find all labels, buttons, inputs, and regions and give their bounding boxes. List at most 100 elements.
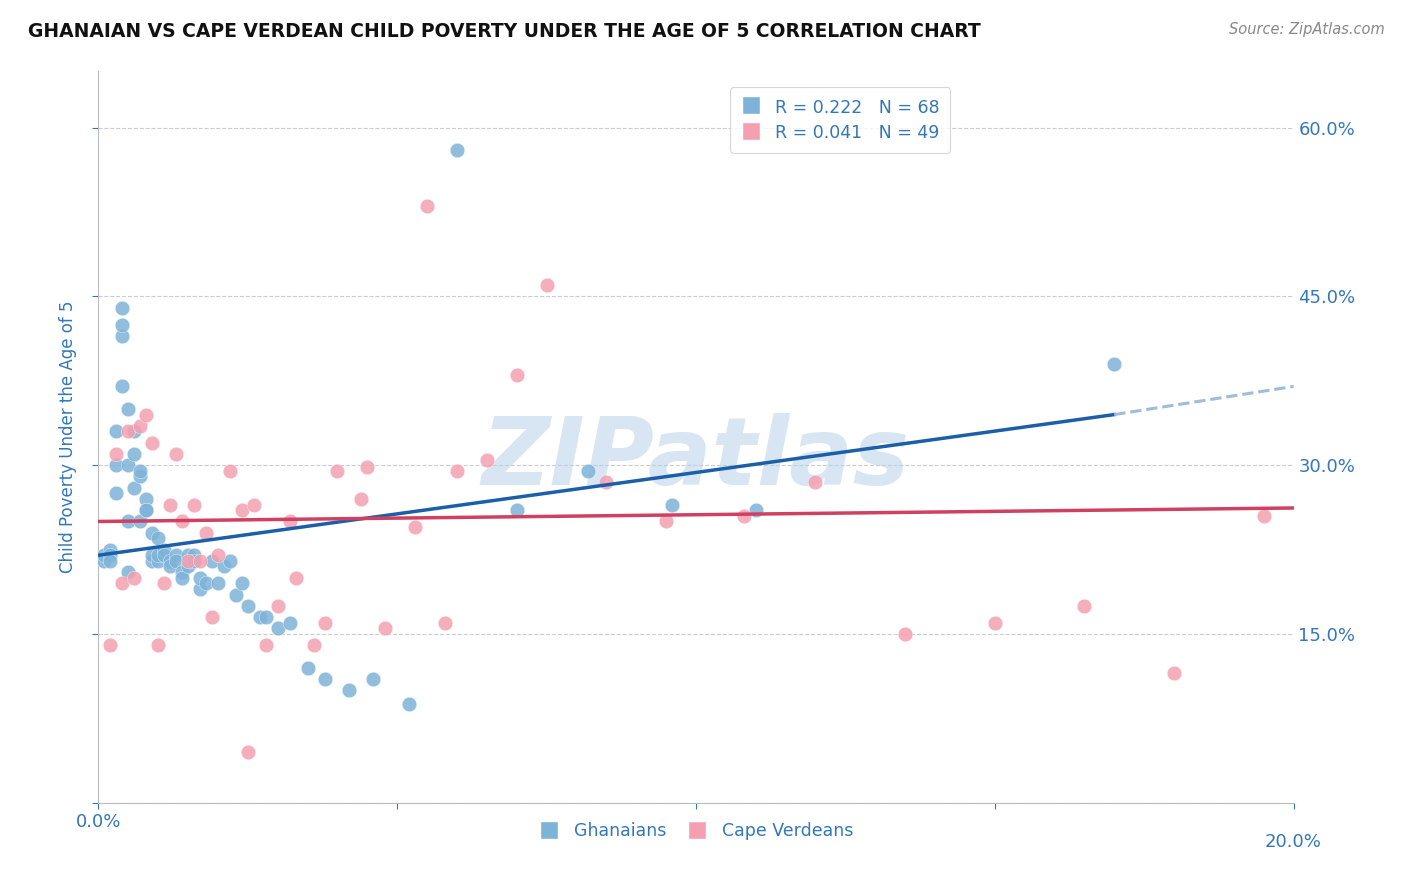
Y-axis label: Child Poverty Under the Age of 5: Child Poverty Under the Age of 5 (59, 301, 77, 574)
Point (141, 435, 163, 450)
Point (183, 554, 205, 568)
Point (506, 503, 529, 517)
Point (165, 548, 187, 562)
Point (434, 615, 457, 630)
Point (141, 525, 163, 540)
Point (506, 368, 529, 383)
Point (105, 458, 128, 473)
Point (111, 318, 134, 332)
Point (148, 638, 170, 652)
Point (124, 571, 146, 585)
Point (475, 452, 498, 467)
Point (98, 548, 122, 562)
Point (135, 503, 157, 517)
Text: 20.0%: 20.0% (1265, 833, 1322, 851)
Point (661, 498, 683, 512)
Point (1073, 599, 1095, 613)
Point (1253, 508, 1275, 523)
Point (219, 464, 242, 478)
Point (356, 460, 378, 475)
Point (231, 576, 253, 591)
Point (148, 532, 170, 546)
Point (231, 503, 253, 517)
Point (315, 672, 337, 686)
Point (446, 143, 468, 157)
Point (212, 559, 235, 574)
Point (153, 576, 176, 591)
Point (350, 491, 373, 506)
Point (278, 515, 301, 529)
Point (177, 554, 200, 568)
Point (177, 559, 200, 574)
Point (804, 475, 827, 489)
Point (315, 615, 337, 630)
Point (188, 571, 211, 585)
Point (284, 571, 307, 585)
Point (1163, 666, 1185, 681)
Point (117, 515, 139, 529)
Point (267, 621, 290, 635)
Point (93, 548, 115, 562)
Legend: Ghanaians, Cape Verdeans: Ghanaians, Cape Verdeans (531, 815, 860, 847)
Point (172, 515, 194, 529)
Point (278, 615, 301, 630)
Point (201, 610, 224, 624)
Point (172, 571, 194, 585)
Point (267, 599, 290, 613)
Point (148, 554, 170, 568)
Point (339, 683, 361, 698)
Point (177, 548, 200, 562)
Point (129, 418, 152, 433)
Point (117, 565, 139, 579)
Point (124, 481, 146, 495)
Point (183, 498, 205, 512)
Point (404, 520, 426, 534)
Text: ZIPatlas: ZIPatlas (482, 413, 910, 505)
Point (141, 548, 163, 562)
Point (98, 542, 122, 557)
Point (536, 278, 558, 293)
Point (188, 554, 211, 568)
Point (183, 548, 205, 562)
Point (733, 508, 755, 523)
Point (219, 554, 242, 568)
Point (117, 458, 139, 473)
Point (207, 548, 229, 562)
Point (236, 745, 259, 759)
Point (254, 638, 277, 652)
Point (1104, 357, 1126, 371)
Point (165, 554, 187, 568)
Point (201, 554, 224, 568)
Point (745, 503, 768, 517)
Point (236, 599, 259, 613)
Point (159, 554, 181, 568)
Point (111, 328, 134, 343)
Point (363, 672, 385, 686)
Point (148, 548, 170, 562)
Point (398, 697, 420, 711)
Point (159, 498, 181, 512)
Point (129, 515, 152, 529)
Point (105, 486, 128, 500)
Point (93, 554, 115, 568)
Point (135, 491, 157, 506)
Point (894, 627, 917, 641)
Point (188, 582, 211, 596)
Point (135, 503, 157, 517)
Point (98, 554, 122, 568)
Text: Source: ZipAtlas.com: Source: ZipAtlas.com (1229, 22, 1385, 37)
Point (129, 469, 152, 483)
Point (165, 447, 187, 461)
Point (141, 554, 163, 568)
Point (243, 498, 266, 512)
Point (595, 475, 617, 489)
Point (655, 515, 678, 529)
Point (117, 425, 139, 439)
Point (172, 565, 194, 579)
Point (153, 542, 176, 557)
Point (124, 425, 146, 439)
Point (984, 615, 1007, 630)
Point (124, 447, 146, 461)
Point (416, 199, 439, 213)
Point (195, 576, 218, 591)
